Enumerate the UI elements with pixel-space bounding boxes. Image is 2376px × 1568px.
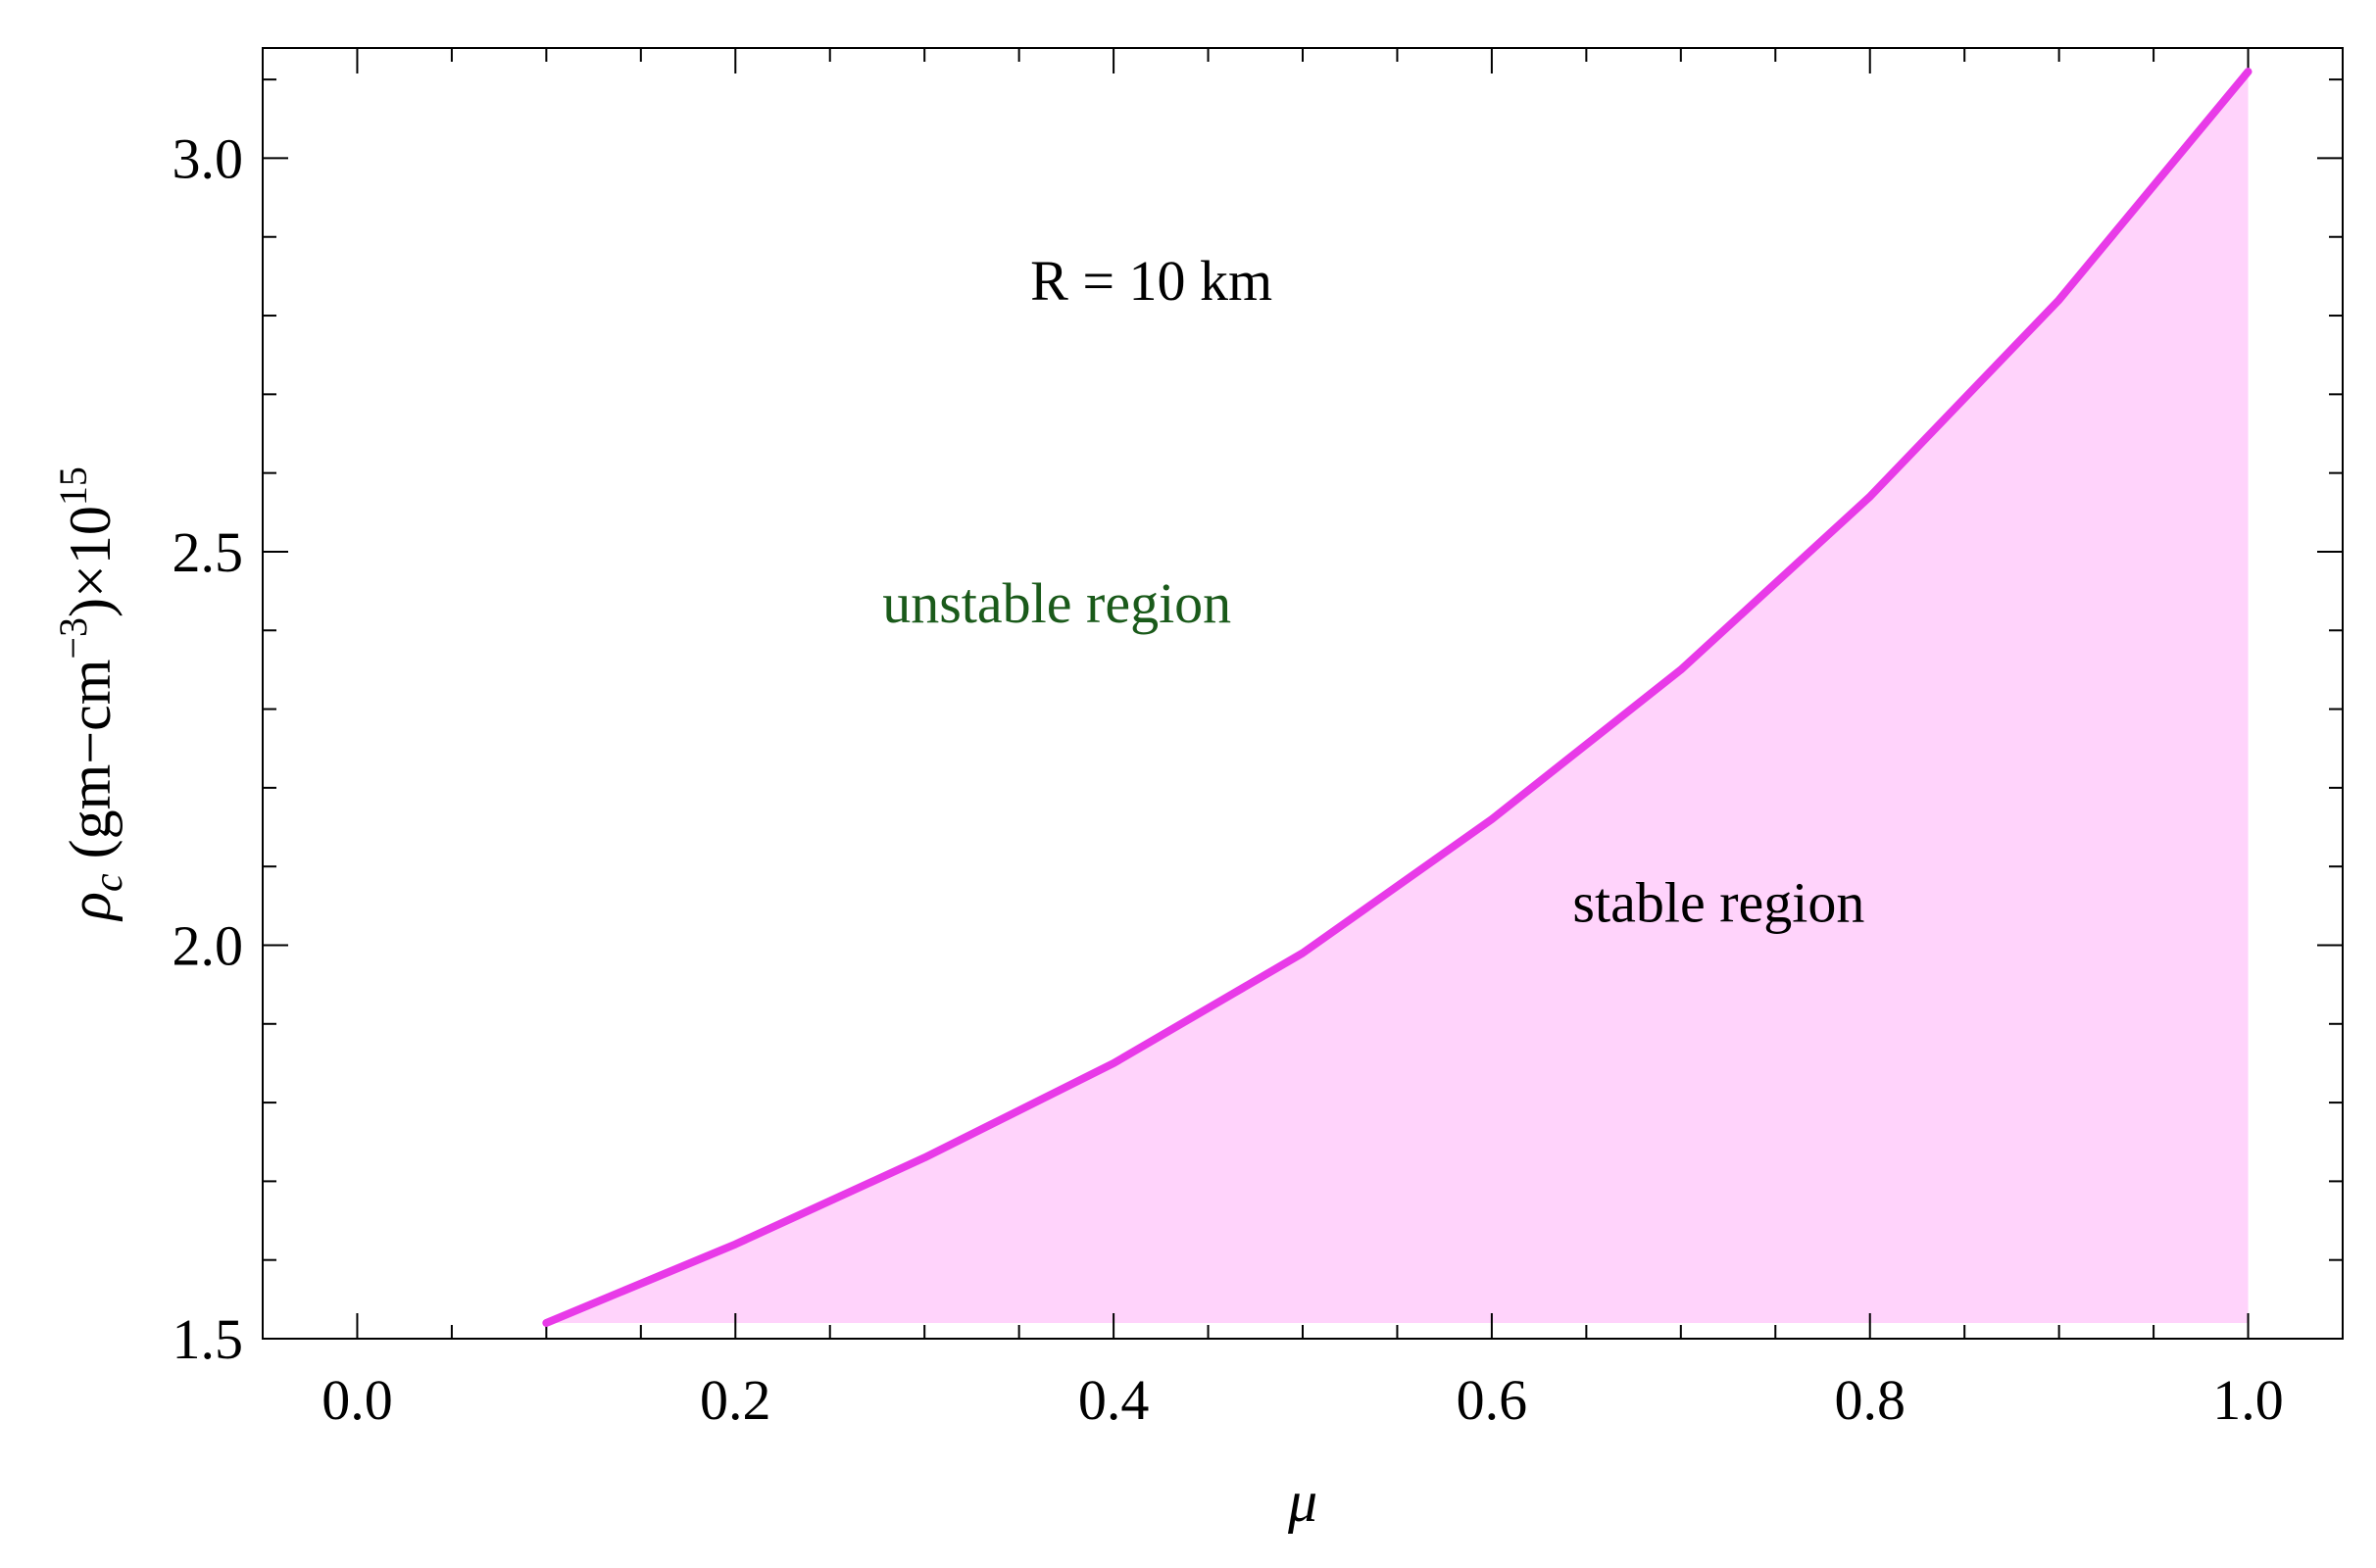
y-axis-units-exponent: −3 bbox=[51, 617, 95, 660]
annotation-label: unstable region bbox=[882, 571, 1231, 635]
y-axis-symbol: ρ bbox=[58, 892, 123, 922]
x-tick-label: 0.2 bbox=[700, 1368, 771, 1432]
y-axis-units: (gm−cm bbox=[58, 660, 123, 874]
x-axis-title: μ bbox=[1287, 1469, 1317, 1534]
x-tick-label: 0.4 bbox=[1078, 1368, 1150, 1432]
x-tick-label: 0.0 bbox=[322, 1368, 393, 1432]
fill-layer bbox=[546, 72, 2248, 1323]
x-tick-label: 0.6 bbox=[1457, 1368, 1528, 1432]
y-axis-title: ρc (gm−cm−3)×1015 bbox=[51, 466, 131, 922]
x-tick-label: 1.0 bbox=[2212, 1368, 2284, 1432]
y-tick-label: 3.0 bbox=[173, 126, 244, 190]
annotation-label: R = 10 km bbox=[1030, 249, 1272, 313]
y-axis-subscript: c bbox=[86, 873, 131, 892]
y-tick-label: 2.0 bbox=[173, 913, 244, 977]
y-tick-label: 2.5 bbox=[173, 520, 244, 584]
y-tick-label: 1.5 bbox=[173, 1307, 244, 1371]
stable-region-fill bbox=[546, 72, 2248, 1323]
annotation-label: stable region bbox=[1572, 870, 1864, 934]
x-tick-label: 0.8 bbox=[1834, 1368, 1906, 1432]
y-axis-scale-exponent: 15 bbox=[51, 466, 95, 506]
y-axis-units-close: )×10 bbox=[58, 506, 123, 617]
